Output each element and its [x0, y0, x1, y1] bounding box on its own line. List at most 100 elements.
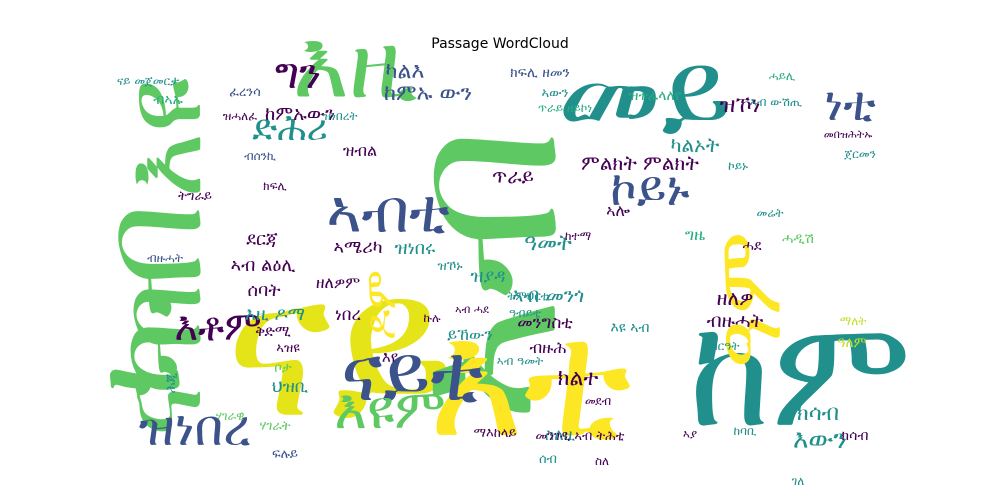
word-cloud-word: ፍሉይ [272, 447, 298, 462]
word-cloud-word: ብኣኡ [153, 92, 182, 108]
word-cloud-word: ሓደ [742, 238, 761, 254]
word-cloud-word: ሃገራዊ [216, 409, 245, 423]
word-cloud-word: ናይ መጀመርታ [117, 74, 179, 88]
word-cloud-word: መንግስቲ [517, 313, 573, 333]
word-cloud-word: ካልኦት [671, 133, 720, 157]
word-cloud-word: ዝነበረ [139, 399, 251, 457]
word-cloud-word: ኣብ ውሽጢ [750, 95, 803, 109]
word-cloud-word: ኣብቲ [326, 177, 449, 247]
word-cloud-word: ቅድሚ [255, 322, 291, 340]
word-cloud-word: ኣብ ልዕሊ [231, 255, 296, 276]
word-cloud-word: መበዝሕትኡ [824, 128, 873, 141]
word-cloud-word: ኣብ ዓመት [497, 354, 543, 368]
word-cloud-word: ኣብ [355, 127, 606, 424]
word-cloud-word: ነቲ [824, 76, 875, 132]
word-cloud-word: ትምህርቲ [507, 289, 548, 303]
word-cloud-word: ኣዝዩ [276, 341, 300, 356]
word-cloud-word: እውን [793, 425, 847, 455]
word-cloud-word: ክፍሊ [263, 179, 287, 193]
word-cloud-word: ከም [689, 287, 912, 461]
word-cloud-word: ሃገራት [259, 419, 290, 434]
word-cloud-word: ብሰንኪ [244, 149, 276, 163]
word-cloud-word: ዝነበሩ [395, 238, 436, 259]
word-cloud-word: ኮይኑ [728, 159, 748, 173]
word-cloud-word: እዩ ኣብ [610, 320, 649, 336]
word-cloud-word: ትግራይ [178, 189, 212, 204]
word-cloud-word: ከተማ [565, 229, 591, 243]
word-cloud-word: ኣያ [683, 427, 697, 441]
word-cloud-word: ከምኡውን [265, 103, 335, 125]
word-cloud-word: ሓይሊ [769, 69, 796, 83]
word-cloud-word: ኣብ መንጎ [512, 283, 585, 307]
word-cloud-word: ኣውን [542, 86, 569, 101]
word-cloud-word: ዓለም [837, 335, 867, 351]
word-cloud-word: ክሳብ [842, 428, 869, 444]
word-cloud-word: ማለት [840, 314, 867, 328]
word-cloud-word: ስለዚ [545, 425, 576, 444]
word-cloud-word: ብዙሓት [707, 310, 764, 332]
word-cloud-word: ዘለዎ [717, 286, 754, 310]
word-cloud-word: ግን [275, 49, 321, 98]
word-cloud-word: ዝነበረት [322, 109, 357, 123]
word-cloud-word: ዓመት [524, 231, 572, 256]
word-cloud-word: ዝያዳ [470, 266, 505, 287]
word-cloud-word: ዓብይቲ [509, 306, 541, 320]
word-cloud-word: ሕጂ [164, 372, 179, 393]
word-cloud-word: እዚ [292, 10, 417, 120]
word-cloud-word: ዘለዎም [316, 273, 360, 292]
word-cloud-word: ብዙሕ [529, 338, 566, 357]
word-cloud-word: ዶም [356, 270, 405, 340]
word-cloud-word: ዝብል [343, 141, 377, 160]
word-cloud-word: ሰብ [539, 452, 557, 467]
word-cloud-word: ዝተፈላለየ [628, 88, 681, 104]
word-cloud-word: መደብ [585, 394, 611, 408]
word-cloud-word: መይ [558, 26, 733, 160]
word-cloud-word: መሬት [756, 206, 783, 220]
word-cloud-word: ከባቢ [734, 424, 758, 438]
word-cloud-word: ከምኡ ውን [384, 81, 472, 106]
word-cloud-word: ስለ [595, 454, 609, 468]
word-cloud-word: ብዙሓት [147, 251, 183, 265]
word-cloud-word: ኮይኑ [610, 161, 689, 217]
word-cloud-word: ሓዲሽ [782, 231, 814, 247]
word-cloud-word: ህዝቢ [272, 377, 309, 397]
word-cloud-word: እዩም [334, 377, 446, 441]
word-cloud-word: ክልተ [558, 366, 599, 391]
word-cloud-word: ክፍሊ ዘመን [510, 65, 570, 81]
word-cloud-word: እቲ [429, 286, 632, 473]
word-cloud-word: ኣብ ሓደ [455, 303, 489, 316]
word-cloud-word: ደርጃ [246, 229, 278, 250]
word-cloud-word: ይኸውን [447, 325, 492, 344]
word-cloud-word: ዝኾነ [720, 93, 761, 118]
chart-title: Passage WordCloud [431, 36, 569, 52]
word-cloud-word: ጀርመን [844, 147, 876, 161]
word-cloud-word: ግዜ [685, 225, 705, 244]
word-cloud-word: ካብ [66, 203, 235, 397]
word-cloud-word: እየ [382, 348, 398, 366]
word-cloud-word: ክሳብ [797, 401, 839, 426]
word-cloud-word: ገለ [792, 474, 805, 488]
word-cloud-word: ካልእ [386, 59, 425, 84]
word-cloud-word: ኣሜሪካ [333, 237, 382, 258]
word-cloud-word: እዩ [98, 78, 226, 198]
word-cloud-word: ዝሓለፈ [223, 109, 257, 123]
word-cloud-word: ጥራይ ዘይኮነ [538, 101, 592, 115]
word-cloud-word: ስርዓት [711, 339, 740, 353]
word-cloud-word: ዝኾኑ [437, 259, 463, 274]
word-cloud-word: ኩሉ [423, 311, 441, 325]
word-cloud-word: ናይ [225, 230, 454, 463]
word-cloud-word: ጥራይ [492, 164, 534, 188]
word-cloud-word: ኣሎ [606, 201, 630, 220]
word-cloud-word: ናይቲ [341, 329, 483, 419]
word-cloud-word: ሰባት [247, 280, 280, 301]
word-cloud-word: ዓም [697, 231, 802, 368]
word-cloud-word: ነበረ [335, 305, 361, 325]
word-cloud-word: እቶም [174, 304, 261, 350]
word-cloud-word: ምልክት ምልክት [581, 151, 699, 175]
word-cloud-word: ድሕሪ [252, 108, 327, 149]
word-cloud-word: ናብ [90, 283, 228, 437]
word-cloud-word: ፈረንሳ [229, 85, 261, 100]
word-cloud-word: እዚ ዶማ [245, 304, 305, 325]
word-cloud-word: ቦታ [274, 361, 291, 376]
